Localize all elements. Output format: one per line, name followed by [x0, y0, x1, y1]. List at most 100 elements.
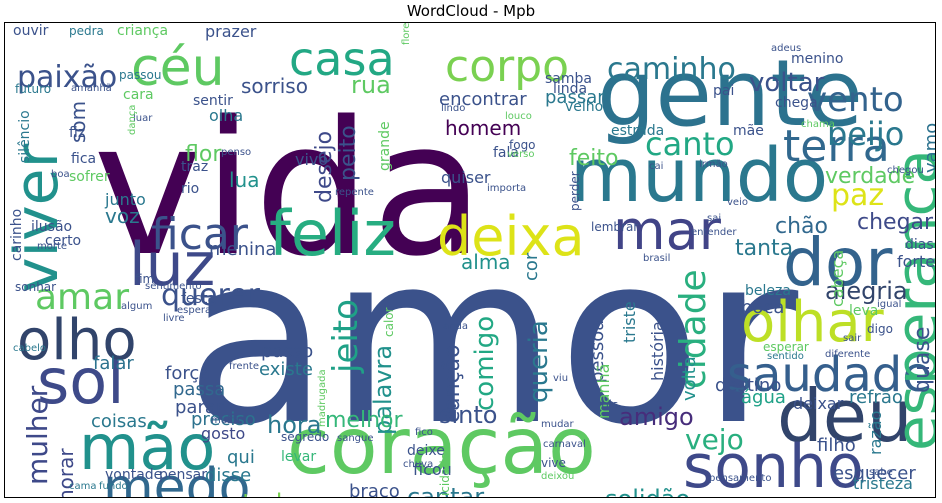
- word-184: mãe: [733, 123, 764, 139]
- word-169: sentimento: [145, 281, 202, 292]
- word-93: volta: [679, 356, 700, 401]
- word-122: fica: [71, 151, 96, 167]
- word-17: olho: [17, 308, 137, 373]
- word-45: sinto: [439, 401, 497, 429]
- word-65: encontrar: [439, 89, 527, 110]
- word-155: felicidade: [438, 453, 452, 498]
- word-19: céu: [131, 38, 225, 98]
- word-157: pensamento: [709, 473, 771, 484]
- word-150: bis: [601, 398, 618, 412]
- word-135: chega: [775, 95, 818, 111]
- word-15: medo: [103, 458, 250, 498]
- word-66: passar: [545, 87, 605, 108]
- word-13: luz: [129, 230, 215, 300]
- word-142: festa: [181, 291, 216, 307]
- word-68: chorar: [54, 448, 78, 498]
- word-36: voltar: [749, 68, 825, 98]
- word-84: braço: [349, 481, 400, 498]
- word-152: viu: [553, 373, 568, 384]
- word-50: melhor: [325, 408, 403, 433]
- word-136: silêncio: [17, 110, 33, 163]
- chart-title: WordCloud - Mpb: [406, 2, 536, 20]
- word-107: beleza: [745, 283, 791, 299]
- word-144: muita: [211, 415, 240, 426]
- word-63: tanta: [735, 236, 793, 261]
- word-33: mulher: [21, 385, 54, 485]
- word-156: sangue: [337, 433, 374, 444]
- word-74: força: [165, 363, 210, 384]
- word-89: pessoa: [587, 320, 608, 383]
- word-172: morte: [37, 241, 67, 252]
- word-8: dor: [783, 224, 893, 301]
- word-88: cor: [521, 252, 542, 281]
- word-134: estrada: [611, 123, 664, 139]
- word-132: linda: [553, 81, 587, 97]
- word-32: querer: [161, 278, 261, 313]
- word-94: manhã: [594, 364, 613, 419]
- word-18: mar: [613, 199, 722, 262]
- word-108: leva: [849, 303, 878, 319]
- word-162: entender: [691, 227, 737, 238]
- word-161: calor: [382, 307, 396, 337]
- word-26: paixão: [17, 60, 117, 95]
- word-124: junto: [104, 190, 146, 209]
- word-79: gosto: [201, 424, 245, 443]
- word-59: lua: [229, 168, 260, 192]
- word-92: água: [741, 387, 786, 408]
- word-53: desejo: [312, 131, 337, 203]
- word-3: coração: [287, 402, 596, 492]
- word-125: traz: [181, 159, 208, 175]
- word-69: vamo: [921, 123, 936, 173]
- word-189: fogo: [509, 138, 536, 152]
- word-127: vivo: [295, 150, 328, 169]
- word-149: vive: [541, 456, 566, 470]
- word-81: disse: [205, 465, 251, 486]
- word-51: canção: [440, 344, 465, 423]
- word-176: diferente: [825, 349, 870, 360]
- word-12: olhar: [741, 290, 885, 355]
- word-109: ouvir: [13, 23, 49, 39]
- word-27: cidade: [673, 269, 714, 389]
- word-179: sair: [843, 333, 862, 344]
- word-29: vento: [807, 80, 904, 120]
- word-113: menino: [791, 51, 843, 67]
- word-133: velho: [565, 99, 603, 115]
- word-98: filho: [817, 435, 856, 456]
- word-99: esquecer: [833, 463, 916, 484]
- word-52: homem: [445, 116, 521, 140]
- word-153: cama: [69, 481, 97, 492]
- word-31: caminho: [607, 52, 736, 87]
- word-121: fiz: [69, 125, 85, 141]
- word-120: olha: [209, 106, 243, 125]
- word-101: tristeza: [853, 474, 913, 493]
- word-4: mundo: [570, 133, 828, 219]
- word-2: gente: [597, 40, 863, 147]
- word-123: sofrer: [69, 169, 110, 185]
- word-111: criança: [117, 23, 168, 39]
- word-87: levar: [281, 449, 316, 465]
- word-188: lindo: [441, 103, 465, 114]
- word-73: falar: [93, 353, 134, 374]
- word-106: dias: [905, 237, 934, 253]
- word-70: menina: [209, 239, 276, 260]
- word-148: deixou: [541, 471, 574, 482]
- word-48: verdade: [825, 164, 915, 189]
- word-186: cai: [649, 161, 663, 172]
- word-41: comigo: [470, 316, 500, 411]
- word-110: pedra: [69, 24, 104, 38]
- word-171: livre: [163, 313, 185, 324]
- word-116: amanhã: [71, 83, 112, 94]
- word-167: importa: [487, 183, 526, 194]
- word-80: qui: [227, 447, 255, 468]
- word-47: chegar: [857, 210, 934, 235]
- word-165: lembrar: [591, 220, 638, 234]
- word-25: amar: [35, 277, 129, 318]
- word-37: vejo: [685, 423, 744, 456]
- word-95: destino: [715, 375, 781, 396]
- word-0: amor: [185, 204, 799, 477]
- word-160: anda: [443, 321, 468, 332]
- word-195: penso: [221, 147, 251, 158]
- word-72: passo: [261, 341, 313, 362]
- word-64: alma: [461, 250, 511, 274]
- word-38: estrela: [215, 489, 297, 498]
